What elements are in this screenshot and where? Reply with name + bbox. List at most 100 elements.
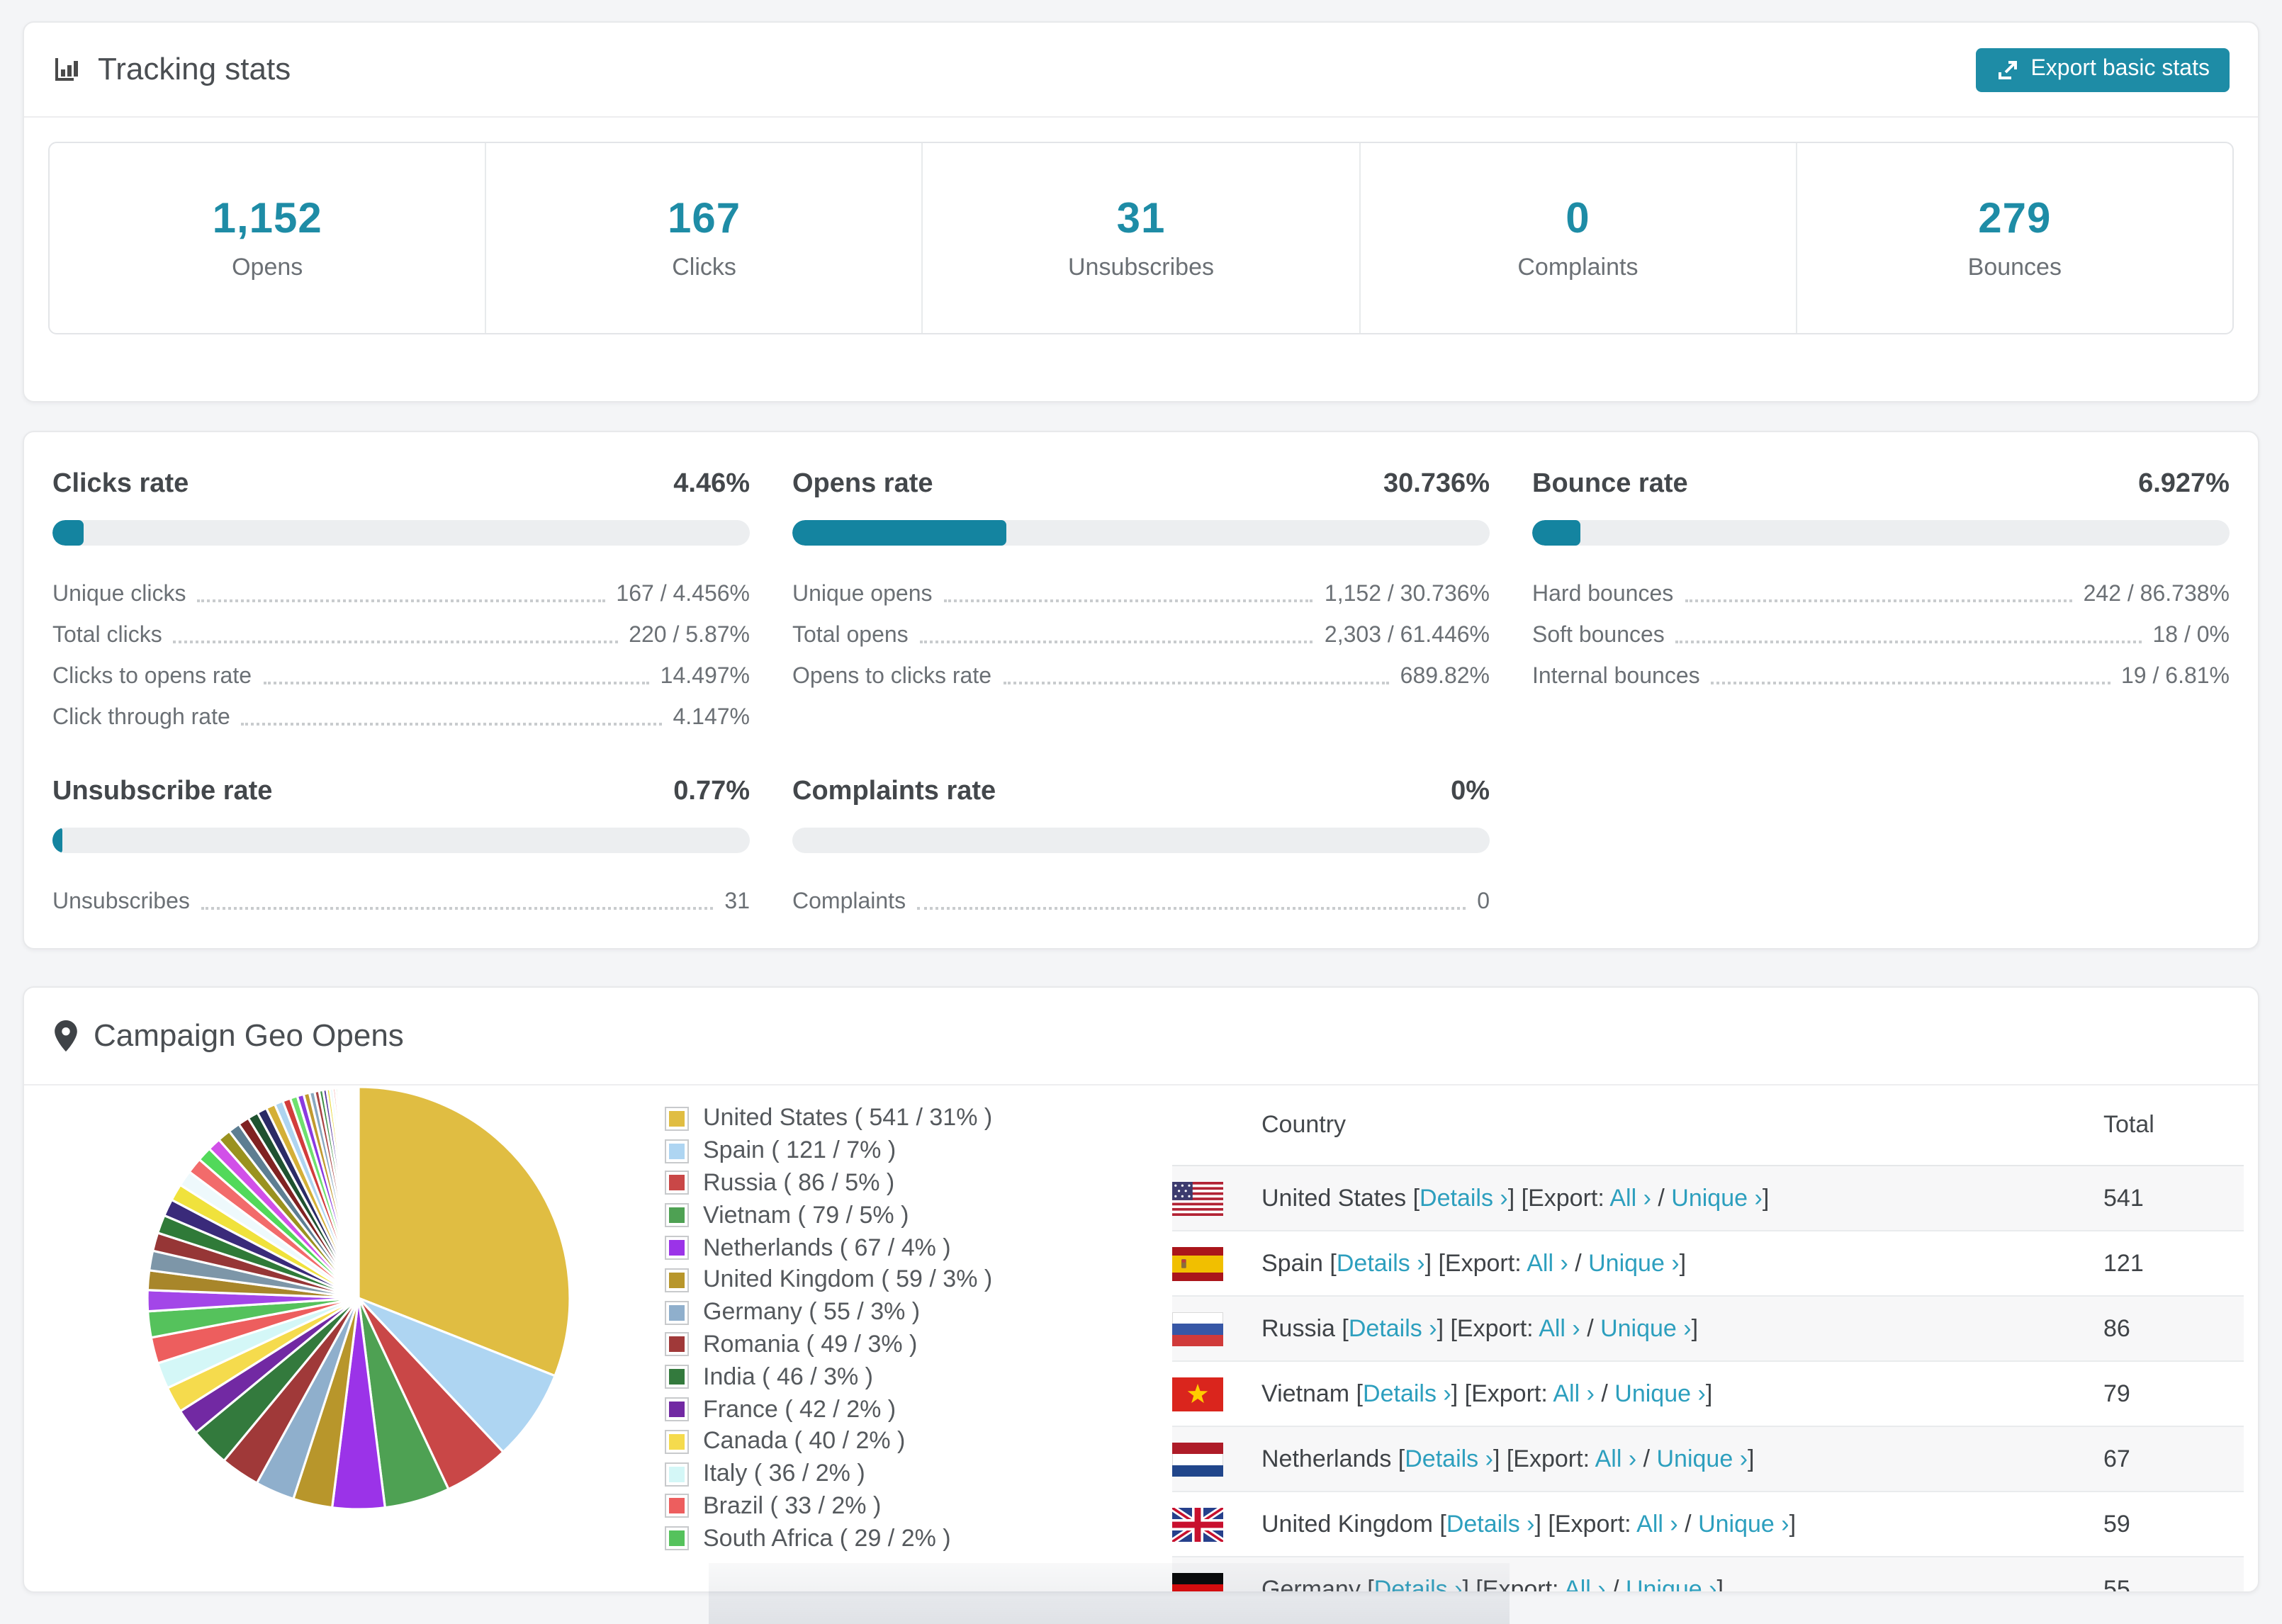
export-all-link[interactable]: All › (1564, 1575, 1606, 1593)
dotted-leader (1675, 641, 2142, 643)
export-all-link[interactable]: All › (1636, 1510, 1678, 1537)
export-basic-stats-button[interactable]: Export basic stats (1975, 47, 2230, 91)
legend-item-netherlands[interactable]: Netherlands ( 67 / 4% ) (665, 1231, 992, 1264)
legend-item-united-kingdom[interactable]: United Kingdom ( 59 / 3% ) (665, 1264, 992, 1297)
legend-swatch (665, 1494, 689, 1518)
country-cell: Spain [Details ›] [Export: All › / Uniqu… (1261, 1249, 1686, 1278)
rate-row-value: 0 (1477, 890, 1490, 914)
rate-value: 0.77% (673, 777, 750, 806)
export-unique-link[interactable]: Unique › (1671, 1184, 1763, 1211)
rate-row-value: 14.497% (660, 665, 750, 689)
stat-value: 31 (1116, 195, 1166, 242)
rate-title-row: Complaints rate 0% (792, 777, 1490, 808)
table-row-de: Germany [Details ›] [Export: All › / Uni… (1172, 1557, 2244, 1593)
legend-item-brazil[interactable]: Brazil ( 33 / 2% ) (665, 1490, 992, 1523)
legend-item-south-africa[interactable]: South Africa ( 29 / 2% ) (665, 1523, 992, 1555)
details-link[interactable]: Details › (1336, 1249, 1425, 1276)
dotted-leader (943, 599, 1313, 602)
rate-row-value: 689.82% (1400, 665, 1490, 689)
bracket-text: ] [Export: (1424, 1249, 1527, 1276)
legend-item-italy[interactable]: Italy ( 36 / 2% ) (665, 1458, 992, 1491)
dotted-leader (919, 641, 1313, 643)
legend-item-united-states[interactable]: United States ( 541 / 31% ) (665, 1103, 992, 1135)
legend-item-spain[interactable]: Spain ( 121 / 7% ) (665, 1135, 992, 1168)
legend-item-russia[interactable]: Russia ( 86 / 5% ) (665, 1167, 992, 1200)
export-all-link[interactable]: All › (1527, 1249, 1568, 1276)
details-link[interactable]: Details › (1348, 1314, 1437, 1341)
details-link[interactable]: Details › (1446, 1510, 1535, 1537)
export-all-link[interactable]: All › (1609, 1184, 1651, 1211)
bracket-text: ] (1691, 1314, 1699, 1341)
legend-item-vietnam[interactable]: Vietnam ( 79 / 5% ) (665, 1200, 992, 1232)
export-unique-link[interactable]: Unique › (1656, 1445, 1748, 1472)
dotted-leader (1003, 682, 1389, 684)
rate-title: Bounce rate (1532, 469, 1688, 499)
rate-title-row: Clicks rate 4.46% (52, 469, 750, 500)
legend-label: Brazil ( 33 / 2% ) (703, 1492, 882, 1519)
rate-row: Total clicks 220 / 5.87% (52, 611, 750, 652)
rate-row: Unsubscribes 31 (52, 877, 750, 918)
map-pin-icon (52, 1019, 79, 1053)
export-unique-link[interactable]: Unique › (1698, 1510, 1789, 1537)
rate-row-label: Complaints (792, 890, 906, 914)
country-name: Germany [ (1261, 1575, 1374, 1593)
legend-label: United States ( 541 / 31% ) (703, 1104, 993, 1132)
rate-block-complaints-rate: Complaints rate 0% Complaints 0 (792, 777, 1490, 918)
separator-text: / (1636, 1445, 1657, 1472)
rate-title-row: Bounce rate 6.927% (1532, 469, 2230, 500)
details-link[interactable]: Details › (1405, 1445, 1493, 1472)
country-name: Vietnam [ (1261, 1380, 1364, 1406)
rates-card: Clicks rate 4.46% Unique clicks 167 / 4.456… (23, 431, 2259, 949)
rate-title: Complaints rate (792, 777, 996, 806)
export-unique-link[interactable]: Unique › (1625, 1575, 1717, 1593)
rate-rows: Unique clicks 167 / 4.456% Total clicks 220… (52, 570, 750, 734)
legend-label: France ( 42 / 2% ) (703, 1395, 896, 1423)
dotted-leader (241, 723, 662, 726)
geo-pie-chart[interactable] (146, 1086, 571, 1511)
pie-slice-other[interactable] (347, 1086, 360, 1299)
separator-text: / (1594, 1380, 1615, 1406)
export-all-link[interactable]: All › (1595, 1445, 1637, 1472)
rate-value: 6.927% (2138, 469, 2230, 499)
stat-label: Clicks (672, 253, 736, 280)
pie-slice-spain[interactable] (357, 1297, 556, 1453)
legend-item-germany[interactable]: Germany ( 55 / 3% ) (665, 1297, 992, 1329)
rate-row-label: Total opens (792, 624, 909, 648)
rate-row: Unique opens 1,152 / 30.736% (792, 570, 1490, 611)
export-icon (1995, 57, 2019, 81)
legend-item-romania[interactable]: Romania ( 49 / 3% ) (665, 1329, 992, 1361)
legend-item-canada[interactable]: Canada ( 40 / 2% ) (665, 1426, 992, 1458)
details-link[interactable]: Details › (1373, 1575, 1463, 1593)
rate-row-value: 4.147% (673, 706, 750, 730)
export-all-link[interactable]: All › (1553, 1380, 1595, 1406)
us-flag-icon (1172, 1181, 1223, 1215)
country-cell: Germany [Details ›] [Export: All › / Uni… (1261, 1575, 1724, 1593)
legend-item-france[interactable]: France ( 42 / 2% ) (665, 1393, 992, 1426)
gb-flag-icon (1170, 1504, 1225, 1544)
legend-label: United Kingdom ( 59 / 3% ) (703, 1265, 993, 1293)
table-row-vn: Vietnam [Details ›] [Export: All › / Uni… (1172, 1362, 2244, 1427)
stat-value: 167 (668, 195, 741, 242)
dotted-leader (173, 641, 618, 643)
total-cell: 541 (2103, 1184, 2144, 1211)
stat-card-bounces: 279 Bounces (1797, 143, 2232, 333)
geo-opens-header: Campaign Geo Opens (24, 988, 2258, 1086)
export-unique-link[interactable]: Unique › (1614, 1380, 1706, 1406)
legend-label: Russia ( 86 / 5% ) (703, 1168, 895, 1196)
country-name: Spain [ (1261, 1249, 1337, 1276)
bracket-text: ] (1705, 1380, 1713, 1406)
total-cell: 86 (2103, 1314, 2130, 1341)
dotted-leader (917, 907, 1466, 910)
pie-slice-united-states[interactable] (357, 1086, 571, 1377)
export-unique-link[interactable]: Unique › (1588, 1249, 1680, 1276)
legend-item-india[interactable]: India ( 46 / 3% ) (665, 1361, 992, 1394)
legend-swatch (665, 1462, 689, 1487)
legend-swatch (665, 1397, 689, 1422)
details-link[interactable]: Details › (1363, 1380, 1451, 1406)
export-all-link[interactable]: All › (1539, 1314, 1580, 1341)
export-unique-link[interactable]: Unique › (1600, 1314, 1692, 1341)
separator-text: / (1605, 1575, 1626, 1593)
bracket-text: ] (1748, 1445, 1755, 1472)
details-link[interactable]: Details › (1420, 1184, 1508, 1211)
total-cell: 59 (2103, 1510, 2130, 1537)
